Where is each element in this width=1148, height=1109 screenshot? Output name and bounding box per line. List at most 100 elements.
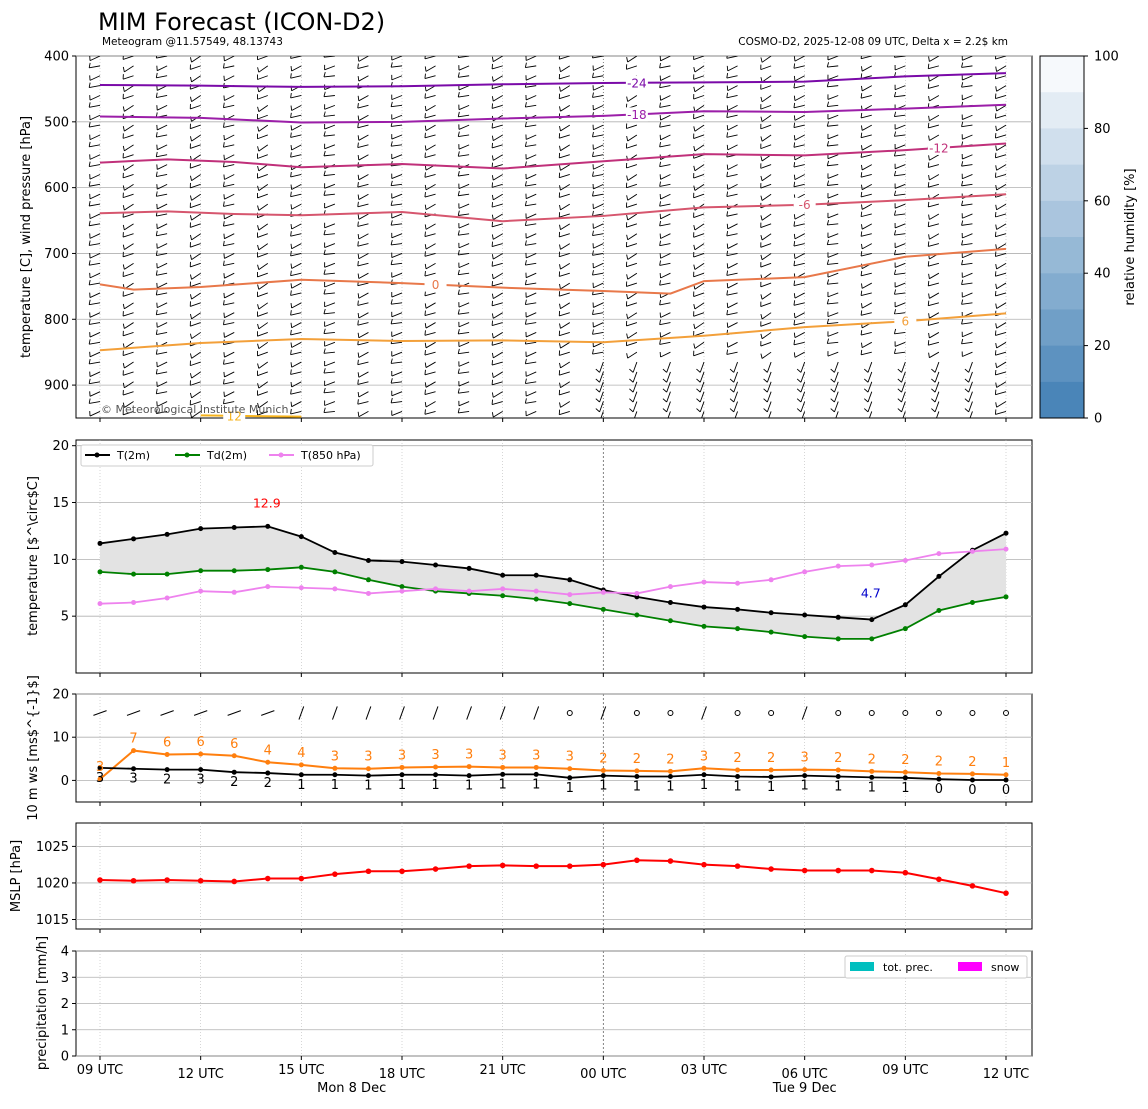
wind-speed-value-label: 1	[700, 778, 708, 793]
wind-barb-flag	[794, 96, 795, 101]
mslp-point	[634, 857, 640, 863]
wind-barb-flag	[928, 222, 929, 227]
wind-speed-point	[265, 771, 270, 776]
wind-speed-point	[970, 777, 975, 782]
wind-barb-flag	[291, 244, 292, 249]
gust-value-label: 2	[633, 752, 641, 767]
wind-barb-flag	[794, 234, 795, 239]
wind-speed-point	[1004, 777, 1009, 782]
gust-point	[534, 765, 539, 770]
mslp-point	[701, 862, 707, 868]
x-tick-label: 18 UTC	[379, 1067, 425, 1082]
wind-barb-flag	[794, 293, 795, 298]
wind-barb-flag	[425, 350, 426, 355]
wind-speed-value-label: 2	[230, 775, 238, 790]
mslp-point	[567, 863, 573, 869]
gust-value-label: 3	[801, 751, 809, 766]
mslp-point	[332, 871, 338, 877]
gust-value-label: 6	[197, 735, 205, 750]
wind-speed-point	[634, 774, 639, 779]
wind-barb-flag	[224, 372, 225, 377]
wind-barb-flag	[861, 73, 862, 78]
t2m-series-point	[702, 605, 707, 610]
wind-barb-flag	[425, 330, 426, 335]
gust-point	[702, 766, 707, 771]
wind-speed-point	[400, 772, 405, 777]
td2m-series-point	[567, 601, 572, 606]
wind-barb-flag	[224, 392, 225, 397]
wind-barb-flag	[831, 418, 835, 421]
wind-barb-flag	[291, 224, 292, 229]
wind-speed-value-label: 1	[566, 781, 574, 796]
y-tick-label: 500	[44, 115, 69, 130]
wind-speed-value-label: 1	[331, 778, 339, 793]
colorbar-band	[1040, 382, 1084, 418]
wind-speed-value-label: 0	[1002, 783, 1010, 798]
wind-barb-flag	[425, 54, 426, 59]
gust-point	[198, 752, 203, 757]
wind-barb-flag	[727, 145, 728, 150]
wind-y-label: 10 m ws [ms$^{-1}$]	[26, 675, 41, 821]
gust-value-label: 6	[230, 737, 238, 752]
wind-barb-flag	[794, 76, 795, 81]
wind-barb-flag	[898, 418, 902, 421]
gust-point	[500, 765, 505, 770]
wind-barb-flag	[794, 56, 795, 61]
wind-barb-flag	[727, 342, 728, 347]
wind-speed-point	[769, 774, 774, 779]
mslp-point	[735, 863, 741, 869]
wind-speed-value-label: 1	[633, 780, 641, 795]
isotherm-label: 6	[902, 315, 910, 329]
td2m-series-point	[634, 613, 639, 618]
legend-t2m-label: T(2m)	[116, 449, 150, 462]
gust-value-label: 2	[968, 755, 976, 770]
upper-air-y-label: temperature [C], wind pressure [hPa]	[19, 116, 34, 358]
mslp-point	[164, 877, 170, 883]
t2m-series-point	[332, 550, 337, 555]
wind-barb-flag	[358, 103, 359, 108]
gust-value-label: 3	[398, 748, 406, 763]
x-tick-label: 09 UTC	[77, 1063, 123, 1078]
wind-barb-flag	[864, 418, 868, 421]
gust-value-label: 2	[901, 753, 909, 768]
colorbar-band	[1040, 201, 1084, 237]
gust-point	[836, 768, 841, 773]
mslp-point	[970, 883, 976, 889]
wind-speed-value-label: 1	[297, 778, 305, 793]
wind-barb-flag	[928, 202, 929, 207]
gust-point	[970, 771, 975, 776]
y-tick-label: 400	[44, 50, 69, 65]
wind-barb-flag	[425, 390, 426, 395]
wind-speed-point	[836, 774, 841, 779]
td2m-series-point	[769, 630, 774, 635]
wind-barb-flag	[861, 291, 862, 296]
wind-barb-flag	[224, 234, 225, 239]
y-tick-label: 1020	[36, 876, 69, 891]
colorbar-bands	[1040, 56, 1084, 418]
x-tick-label: 06 UTC	[781, 1067, 827, 1082]
gust-point	[903, 770, 908, 775]
td2m-series-point	[534, 597, 539, 602]
wind-speed-value-label: 2	[264, 776, 272, 791]
mslp-point	[936, 876, 942, 882]
wind-panel: 3373626362424131313131313131312121213121…	[26, 675, 1032, 821]
wind-speed-point	[567, 775, 572, 780]
legend-snow-swatch	[958, 962, 982, 971]
mslp-point	[198, 878, 204, 884]
wind-barb-flag	[224, 352, 225, 357]
y-tick-label: 4	[61, 945, 69, 960]
gust-value-label: 6	[163, 735, 171, 750]
wind-barb-flag	[224, 332, 225, 337]
mslp-point	[768, 866, 774, 872]
wind-barb-flag	[291, 204, 292, 209]
td2m-series-point	[735, 626, 740, 631]
y-tick-label: 20	[52, 439, 69, 454]
td2m-series-point	[500, 593, 505, 598]
t850-series-point	[198, 589, 203, 594]
y-tick-label: 20	[52, 688, 69, 703]
colorbar-label: relative humidity [%]	[1123, 168, 1138, 305]
gust-value-label: 2	[666, 752, 674, 767]
td2m-series-point	[98, 569, 103, 574]
wind-speed-value-label: 3	[129, 772, 137, 787]
t2m-series-point	[1004, 531, 1009, 536]
